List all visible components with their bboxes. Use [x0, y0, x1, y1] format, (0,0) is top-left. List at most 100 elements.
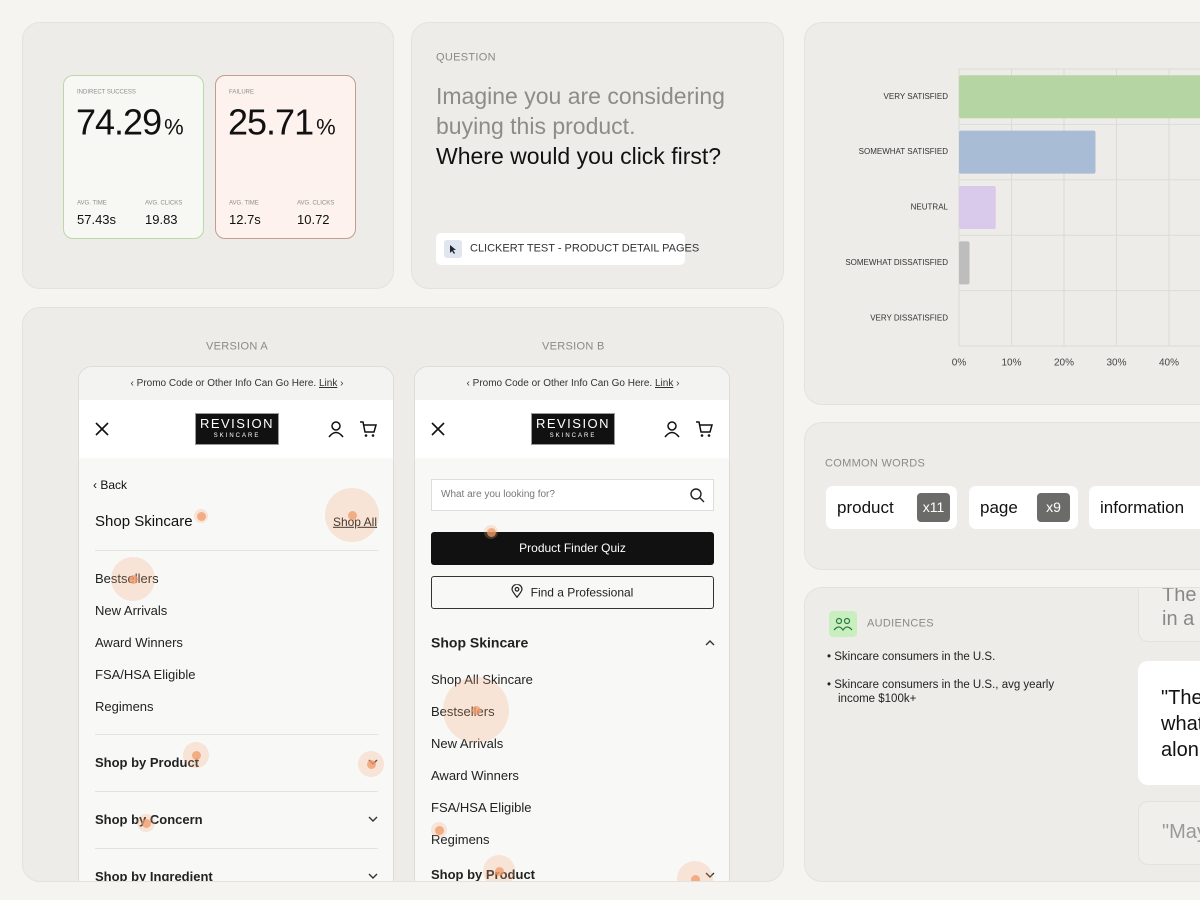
version-label: VERSION A — [206, 340, 268, 353]
search-placeholder: What are you looking for? — [441, 489, 555, 500]
header: REVISION SKINCARE — [415, 400, 729, 458]
x-tick-label: 30% — [1106, 358, 1126, 369]
audience-icon — [829, 611, 857, 637]
menu-group[interactable]: Shop by Product — [431, 867, 535, 882]
promo-link[interactable]: Link — [654, 378, 674, 389]
shop-all-link[interactable]: Shop All — [332, 514, 377, 529]
quote-line: The — [1162, 587, 1197, 606]
word: product — [837, 497, 894, 517]
cart-icon[interactable] — [359, 420, 377, 438]
heat-dot — [194, 509, 208, 523]
word: information — [1100, 497, 1185, 517]
section-title: Shop Skincare — [95, 513, 193, 530]
test-tag[interactable]: CLICKERT TEST - PRODUCT DETAIL PAGES — [436, 233, 699, 265]
logo[interactable]: REVISION SKINCARE — [531, 413, 615, 445]
heat-dot — [484, 525, 498, 539]
divider — [95, 791, 378, 792]
header: REVISION SKINCARE — [79, 400, 393, 458]
promo-link[interactable]: Link — [318, 378, 338, 389]
menu-item[interactable]: Award Winners — [95, 635, 183, 651]
chevron: › — [337, 378, 344, 389]
promo-bar: ‹ Promo Code or Other Info Can Go Here. … — [79, 367, 393, 401]
menu-group[interactable]: Shop by Ingredient — [95, 869, 213, 882]
menu-item[interactable]: New Arrivals — [95, 603, 168, 619]
metrics-panel: INDIRECT SUCCESS 74.29% AVG. TIME AVG. C… — [22, 22, 394, 289]
success-card: INDIRECT SUCCESS 74.29% AVG. TIME AVG. C… — [63, 75, 204, 239]
metric-label: FAILURE — [229, 89, 255, 96]
metric-unit: % — [164, 114, 184, 140]
bar — [959, 241, 970, 285]
menu-group[interactable]: Shop by Product — [95, 755, 199, 771]
word: page — [980, 497, 1018, 517]
heat-dot — [183, 742, 209, 768]
account-icon[interactable] — [327, 420, 345, 438]
menu-item[interactable]: Award Winners — [431, 768, 519, 784]
cart-icon[interactable] — [695, 420, 713, 438]
metric-label: INDIRECT SUCCESS — [77, 89, 136, 96]
metric-unit: % — [316, 114, 336, 140]
chevron: ‹ — [130, 378, 137, 389]
menu-item[interactable]: FSA/HSA Eligible — [431, 800, 532, 816]
heat-dot — [677, 861, 713, 881]
quote-line: alon — [1161, 739, 1199, 761]
promo-text: Promo Code or Other Info Can Go Here. — [136, 378, 317, 389]
professional-button[interactable]: Find a Professional — [431, 576, 714, 609]
x-tick-label: 0% — [952, 358, 967, 369]
version-label: VERSION B — [542, 340, 605, 353]
question-text: buying this product. — [436, 113, 636, 140]
back-link[interactable]: ‹ Back — [93, 477, 128, 492]
menu-item[interactable]: Regimens — [95, 699, 154, 715]
clicks-value: 10.72 — [297, 212, 330, 228]
menu-item[interactable]: New Arrivals — [431, 736, 504, 752]
quote-card[interactable]: "May — [1138, 801, 1200, 865]
time-label: AVG. TIME — [229, 200, 259, 207]
heat-dot — [111, 557, 155, 601]
logo[interactable]: REVISION SKINCARE — [195, 413, 279, 445]
search-box[interactable]: What are you looking for? — [431, 479, 714, 511]
menu-item[interactable]: FSA/HSA Eligible — [95, 667, 196, 683]
quote-line: "The — [1161, 687, 1200, 709]
metric-value: 25.71% — [228, 100, 336, 143]
quote-line: "May — [1162, 821, 1200, 843]
promo-text: Promo Code or Other Info Can Go Here. — [472, 378, 653, 389]
x-tick-label: 10% — [1001, 358, 1021, 369]
account-icon[interactable] — [663, 420, 681, 438]
menu-item[interactable]: Regimens — [431, 832, 490, 848]
promo-bar: ‹ Promo Code or Other Info Can Go Here. … — [415, 367, 729, 401]
quote-card[interactable]: "The what alon — [1138, 661, 1200, 785]
divider — [95, 734, 378, 735]
close-icon[interactable] — [430, 421, 446, 437]
bar — [959, 75, 1200, 119]
question-text: Where would you click first? — [436, 143, 722, 170]
category-label: VERY DISSATISFIED — [870, 313, 948, 322]
failure-card: FAILURE 25.71% AVG. TIME AVG. CLICKS 12.… — [215, 75, 356, 239]
word-count: x11 — [917, 493, 950, 522]
promo: ‹ Promo Code or Other Info Can Go Here. … — [415, 378, 729, 390]
brand-sub: SKINCARE — [549, 433, 597, 439]
heat-dot — [137, 814, 155, 832]
word-chip[interactable]: product x11 — [826, 486, 957, 529]
brand: REVISION — [535, 416, 611, 431]
words-label: COMMON WORDS — [825, 457, 926, 470]
menu-item[interactable]: Shop All Skincare — [431, 672, 533, 688]
word-chip[interactable]: information — [1089, 486, 1200, 529]
x-tick-label: 20% — [1054, 358, 1074, 369]
menu-item[interactable]: Bestsellers — [95, 571, 159, 587]
audience-text: Skincare consumers in the U.S. — [834, 651, 996, 663]
quiz-button[interactable]: Product Finder Quiz — [431, 532, 714, 565]
search-icon — [690, 488, 705, 503]
heat-dot — [443, 677, 509, 743]
back-text: Back — [100, 477, 128, 492]
phone-a: ‹ Promo Code or Other Info Can Go Here. … — [78, 366, 394, 882]
close-icon[interactable] — [94, 421, 110, 437]
button-text: Find a Professional — [432, 583, 712, 599]
chevron-down — [368, 816, 378, 822]
quote-card[interactable]: The in a — [1138, 587, 1200, 642]
word-chip[interactable]: page x9 — [969, 486, 1078, 529]
x-tick-label: 40% — [1159, 358, 1179, 369]
audience-item: • Skincare consumers in the U.S. — [827, 651, 996, 663]
chart-panel: 0% 10% 20% 30% 40% VERY SATISFIED SOMEWHAT SAT… — [804, 22, 1200, 405]
metric-number: 25.71 — [228, 101, 314, 143]
category-label: SOMEWHAT DISSATISFIED — [845, 258, 948, 267]
